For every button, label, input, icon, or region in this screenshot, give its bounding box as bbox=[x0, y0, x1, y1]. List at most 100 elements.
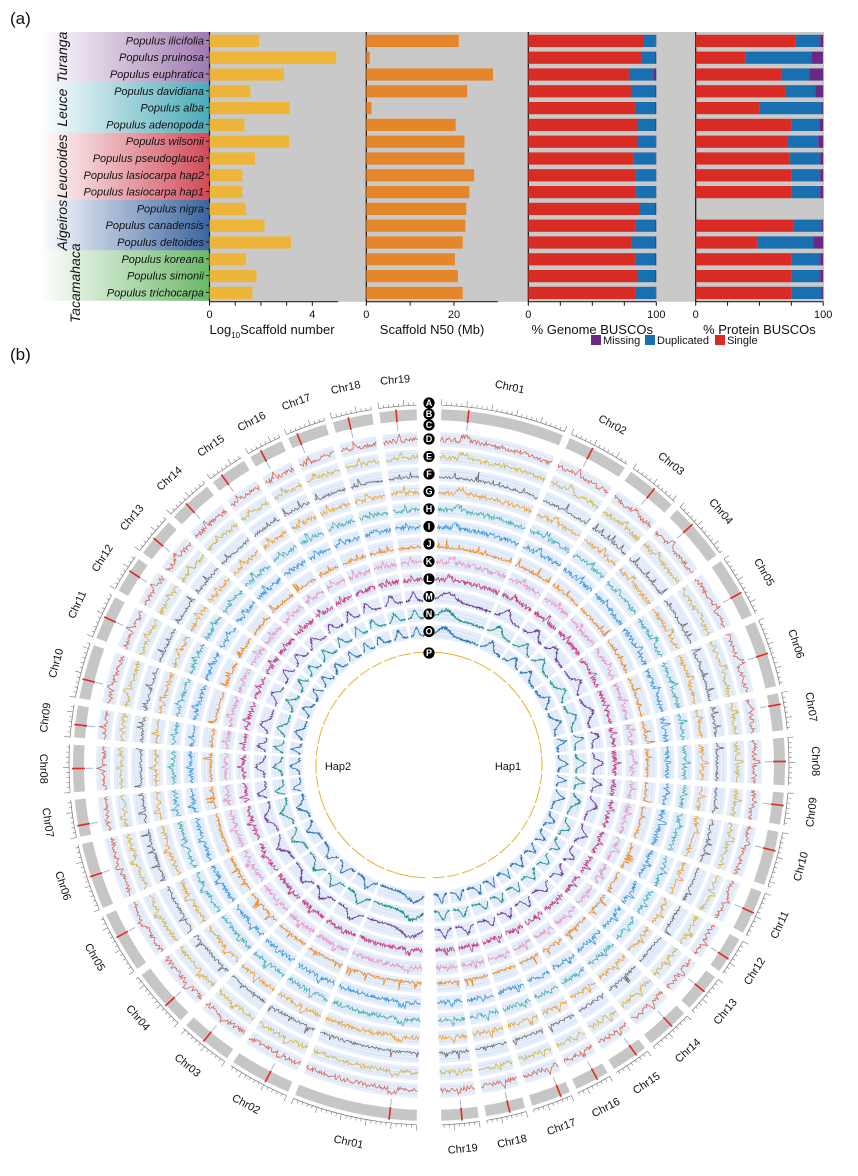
track-n-line bbox=[512, 643, 530, 658]
bar-segment-missing bbox=[655, 253, 657, 266]
track-band bbox=[155, 824, 185, 878]
track-band bbox=[265, 1002, 317, 1039]
track-h-line bbox=[677, 713, 688, 741]
track-gridlines bbox=[227, 975, 267, 1008]
track-m-line bbox=[573, 823, 588, 843]
track-p-line bbox=[492, 671, 507, 683]
track-gridlines bbox=[151, 749, 161, 787]
centromere bbox=[395, 409, 398, 423]
track-n-line bbox=[284, 695, 301, 713]
ticks bbox=[443, 1121, 481, 1131]
track-f-line bbox=[438, 1048, 470, 1060]
ticks bbox=[135, 977, 179, 1028]
bar-segment-duplicated bbox=[791, 253, 821, 266]
track-gridlines bbox=[633, 805, 650, 841]
bar-segment-duplicated bbox=[791, 270, 821, 283]
track-j-line bbox=[205, 786, 217, 810]
ticks bbox=[231, 1066, 287, 1102]
hap2-label: Hap2 bbox=[325, 761, 351, 773]
track-h-line bbox=[287, 977, 328, 1003]
track-letter: E bbox=[426, 452, 432, 462]
track-f-line bbox=[166, 886, 192, 935]
ideogram bbox=[173, 486, 214, 525]
track-p-line bbox=[384, 656, 397, 662]
chromosome-label: Chr09 bbox=[38, 702, 54, 733]
ticks bbox=[632, 463, 678, 501]
track-l-line bbox=[325, 919, 356, 937]
track-o-line bbox=[393, 629, 409, 642]
track-l-line bbox=[239, 733, 249, 752]
ideogram bbox=[624, 471, 672, 513]
track-band bbox=[134, 616, 164, 658]
bar bbox=[366, 51, 370, 64]
track-gridlines bbox=[586, 940, 616, 969]
track-gridlines bbox=[607, 636, 633, 674]
track-d-line bbox=[630, 990, 664, 1019]
species-label: Populus nigra bbox=[137, 203, 204, 215]
track-c-mark bbox=[301, 446, 306, 453]
bar bbox=[366, 202, 467, 215]
track-gridlines bbox=[492, 964, 518, 981]
tick-ring bbox=[441, 1121, 480, 1126]
track-f-line bbox=[136, 716, 147, 743]
bar-segment-missing bbox=[820, 270, 824, 283]
ideogram bbox=[106, 910, 147, 969]
track-band bbox=[294, 958, 338, 991]
track-m-line bbox=[591, 752, 605, 775]
track-m-line bbox=[259, 709, 275, 735]
track-letter: K bbox=[426, 557, 433, 567]
track-band bbox=[240, 804, 266, 843]
track-h-line bbox=[244, 565, 272, 587]
track-o-line bbox=[380, 883, 425, 905]
track-p-line bbox=[461, 868, 474, 874]
track-c-mark bbox=[229, 485, 235, 492]
track-l-line bbox=[608, 727, 618, 748]
track-j-line bbox=[436, 980, 460, 987]
track-gridlines bbox=[604, 578, 639, 617]
track-h-line bbox=[661, 662, 682, 709]
centromere bbox=[694, 982, 706, 993]
centromere bbox=[645, 487, 656, 500]
track-letter: C bbox=[426, 420, 433, 430]
track-m-line bbox=[366, 917, 424, 940]
bar bbox=[366, 102, 372, 115]
track-c-mark bbox=[623, 1038, 629, 1045]
track-i-line bbox=[497, 983, 525, 996]
track-i-line bbox=[644, 668, 665, 713]
track-band bbox=[292, 793, 314, 822]
track-k-line bbox=[374, 560, 397, 571]
tick-ring bbox=[230, 1065, 287, 1096]
chromosome-chr17-hap1: Chr17 bbox=[461, 868, 578, 1138]
track-band bbox=[657, 659, 686, 710]
track-j-line bbox=[588, 894, 608, 915]
track-k-line bbox=[400, 555, 423, 567]
track-d-line bbox=[122, 611, 143, 650]
track-gridlines bbox=[472, 1024, 504, 1039]
track-p-line bbox=[337, 831, 351, 847]
track-gridlines bbox=[634, 888, 656, 916]
track-i-line bbox=[187, 788, 199, 813]
bar bbox=[209, 34, 260, 47]
bar-segment-duplicated bbox=[791, 186, 821, 199]
track-f-line bbox=[137, 792, 147, 824]
track-e-line bbox=[149, 894, 179, 942]
ideogram bbox=[711, 561, 752, 620]
centromere bbox=[762, 847, 776, 852]
bar-segment-single bbox=[528, 270, 637, 283]
track-p-line bbox=[318, 789, 326, 811]
bar-segment-missing bbox=[820, 186, 824, 199]
track-gridlines bbox=[590, 730, 601, 749]
track-h-line bbox=[195, 872, 222, 913]
bar bbox=[366, 169, 475, 182]
track-h-line bbox=[252, 951, 286, 978]
track-g-line bbox=[536, 513, 580, 537]
panel-label-b: (b) bbox=[10, 345, 31, 364]
ticks bbox=[329, 406, 372, 419]
track-h-line bbox=[203, 616, 223, 641]
bar bbox=[209, 152, 255, 165]
track-m-line bbox=[282, 669, 295, 685]
track-n-line bbox=[530, 657, 549, 679]
track-gridlines bbox=[562, 1043, 595, 1066]
track-j-line bbox=[342, 554, 366, 566]
track-c-mark bbox=[552, 1077, 557, 1084]
